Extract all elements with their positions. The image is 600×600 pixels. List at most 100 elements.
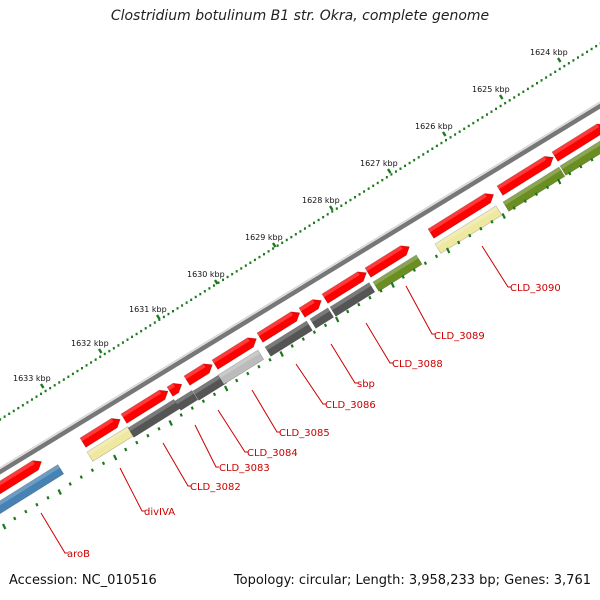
reverse-gene [372, 254, 423, 292]
minor-tick [440, 141, 443, 145]
major-tick [271, 242, 277, 248]
minor-tick [162, 315, 165, 319]
minor-tick [26, 401, 29, 404]
minor-tick [263, 253, 265, 256]
inner-tick [168, 420, 173, 426]
inner-tick [568, 171, 572, 176]
reverse-strand-genes [0, 140, 600, 515]
map-title: Clostridium botulinum B1 str. Okra, comp… [110, 8, 490, 24]
inner-tick [90, 468, 95, 473]
inner-tick [279, 351, 284, 357]
inner-tick [224, 385, 229, 392]
forward-gene [364, 245, 410, 278]
minor-tick [367, 187, 370, 190]
gene-label: CLD_3089 [434, 331, 485, 342]
inner-tick [146, 433, 150, 438]
minor-tick [358, 193, 361, 196]
leader-line [330, 343, 358, 384]
inner-tick [412, 268, 416, 272]
minor-tick [413, 158, 416, 162]
minor-tick [99, 355, 102, 358]
inner-tick [512, 206, 516, 210]
minor-tick [58, 381, 61, 384]
minor-tick [299, 230, 302, 233]
minor-tick [449, 136, 452, 139]
forward-gene [496, 156, 554, 196]
minor-tick [103, 352, 106, 356]
forward-gene-shine [121, 390, 162, 418]
minor-tick [94, 358, 97, 361]
minor-tick [272, 247, 275, 250]
minor-tick [531, 84, 534, 88]
minor-tick [485, 113, 488, 116]
minor-tick [217, 281, 220, 284]
minor-tick [408, 161, 411, 165]
tick-label: 1627 kbp [360, 159, 398, 168]
reverse-gene-shine [128, 399, 176, 432]
reverse-gene-shine [218, 350, 260, 379]
inner-tick [68, 482, 72, 486]
minor-tick [558, 67, 561, 71]
forward-gene-shine [0, 460, 35, 486]
minor-tick [144, 327, 147, 330]
inner-tick [2, 523, 7, 530]
inner-tick [501, 213, 506, 219]
minor-tick [81, 367, 83, 370]
major-tick [556, 57, 562, 63]
major-tick [213, 279, 219, 285]
minor-tick [67, 375, 70, 378]
gene-label: CLD_3082 [190, 482, 241, 493]
minor-tick [572, 59, 575, 62]
reverse-gene [309, 307, 335, 329]
minor-tick [30, 398, 33, 401]
reverse-gene [174, 389, 199, 411]
inner-tick [301, 337, 305, 341]
minor-tick [313, 221, 316, 225]
minor-tick [390, 173, 393, 176]
tick-label: 1624 kbp [530, 48, 568, 57]
minor-tick [381, 178, 384, 182]
minor-tick [322, 215, 325, 219]
minor-tick [231, 272, 234, 276]
inner-tick [113, 454, 118, 461]
inner-tick-marks [2, 157, 594, 530]
minor-tick [140, 329, 143, 333]
minor-tick [376, 181, 379, 185]
inner-tick [312, 330, 317, 335]
inner-tick [35, 502, 39, 507]
minor-tick [172, 310, 174, 313]
reverse-gene [264, 320, 313, 357]
major-tick [155, 314, 161, 320]
backbone-line [0, 103, 600, 475]
minor-tick [253, 258, 256, 262]
reverse-gene-shine [560, 141, 600, 170]
inner-tick [590, 157, 594, 162]
minor-tick [71, 372, 74, 376]
reverse-gene-shine [503, 167, 562, 206]
minor-tick [235, 270, 238, 273]
leader-line [194, 424, 219, 468]
inner-tick [368, 295, 372, 300]
inner-tick [468, 233, 472, 238]
minor-tick [267, 250, 270, 253]
minor-tick [44, 389, 47, 393]
minor-tick [394, 170, 397, 173]
inner-tick [479, 226, 483, 231]
minor-tick [249, 261, 252, 264]
inner-tick [490, 219, 494, 224]
minor-tick [431, 147, 434, 150]
forward-gene-shine [322, 271, 360, 298]
minor-tick [85, 364, 88, 367]
minor-tick [326, 213, 329, 216]
label-leader-lines [40, 245, 511, 554]
gene-label: CLD_3085 [279, 428, 330, 439]
minor-tick [372, 184, 375, 187]
inner-tick [401, 275, 405, 279]
minor-tick [554, 70, 557, 73]
inner-tick [212, 392, 217, 397]
forward-strand-genes [0, 123, 600, 495]
inner-tick [135, 440, 139, 445]
inner-tick [423, 261, 428, 266]
minor-tick [317, 218, 320, 222]
